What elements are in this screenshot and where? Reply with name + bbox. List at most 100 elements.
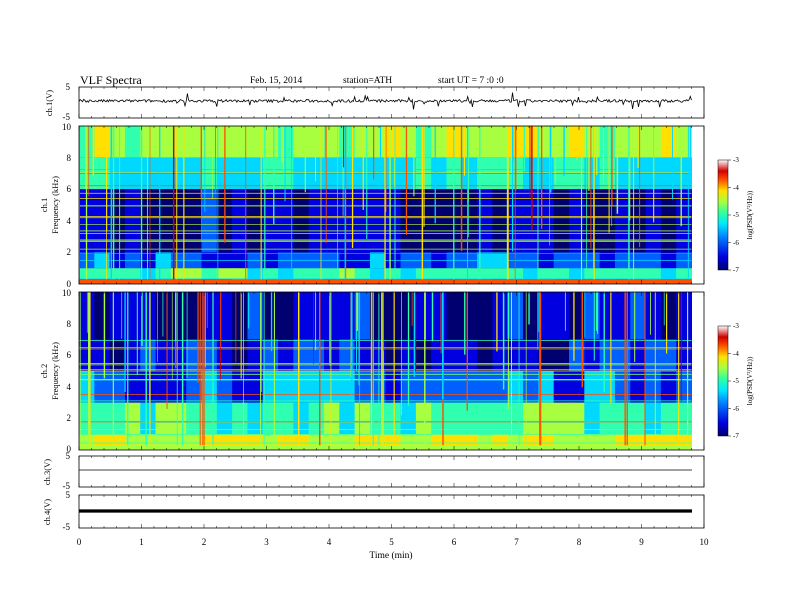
spectrogram-cell — [278, 371, 294, 403]
spectrogram-cell — [155, 402, 172, 435]
ch1-colorbar-ticks: -3 -4 -5 -6 -7 — [728, 156, 739, 274]
spectrogram-cell — [216, 402, 233, 435]
spectrogram-cell — [324, 402, 340, 435]
spectrogram-cell — [186, 339, 202, 371]
x-tick-label-0: 0 — [77, 537, 82, 547]
spectrogram-cell — [584, 189, 601, 253]
x-tick-label-5: 5 — [389, 537, 394, 547]
spectrogram-cell — [247, 189, 264, 253]
spectrogram-cell — [584, 402, 601, 435]
spectrogram-cell — [415, 371, 432, 403]
spectrogram-cell — [216, 268, 233, 280]
spectrogram-cell — [170, 126, 187, 158]
spectrogram-cell — [599, 371, 616, 403]
spectrogram-cell — [584, 268, 601, 280]
spectrogram-cell — [140, 371, 157, 403]
x-tick-label-6: 6 — [452, 537, 457, 547]
spectrogram-cell — [293, 339, 310, 371]
spectrogram-cell — [538, 126, 555, 158]
spectrogram-cell — [278, 339, 294, 371]
ch2-freq-tick-4: 4 — [67, 382, 72, 392]
ch2-freq-tick-0: 0 — [67, 444, 72, 454]
spectrogram-cell — [79, 371, 95, 403]
spectrogram-cell — [461, 292, 478, 340]
spectrogram-cell — [262, 126, 279, 158]
ch2-spec-channel-label: ch.2 — [39, 364, 49, 378]
spectrogram-cell — [431, 292, 447, 340]
ch2-cb-tick-m5: -5 — [733, 377, 739, 385]
spectrogram-cell — [400, 402, 417, 435]
spectrogram-cell — [109, 371, 126, 403]
spectrogram-cell — [308, 126, 325, 158]
spectrogram-cell — [109, 268, 126, 280]
ch2-freq-tick-10: 10 — [62, 288, 72, 298]
ch1-cb-tick-m4: -4 — [733, 184, 739, 192]
spectrogram-cell — [278, 268, 294, 280]
spectrogram-cell — [660, 268, 677, 280]
spectrogram-cell — [461, 268, 478, 280]
x-tick-label-10: 10 — [700, 537, 710, 547]
spectrogram-cell — [614, 371, 631, 403]
spectrogram-cell — [538, 402, 555, 435]
spectrogram-cell — [385, 268, 402, 280]
spectrogram-cell — [446, 402, 463, 435]
ch1-spectrogram-image — [79, 126, 692, 284]
ch4-wave-ylabel: ch.4(V) — [42, 499, 52, 525]
spectrogram-cell — [614, 339, 631, 371]
spectrogram-cell — [247, 268, 264, 280]
spectrogram-cell — [676, 126, 692, 158]
spectrogram-cell — [400, 189, 417, 253]
spectrogram-cell — [523, 292, 539, 340]
spectrogram-cell — [660, 371, 677, 403]
spectrogram-cell — [124, 402, 141, 435]
spectrogram-cell — [630, 189, 647, 253]
ch3-wave-tick-bottom: -5 — [63, 481, 71, 491]
spectrogram-cell — [415, 292, 432, 340]
spectrogram-cell — [94, 126, 111, 158]
date-label: Feb. 15, 2014 — [250, 76, 303, 86]
spectrogram-cell — [477, 339, 493, 371]
spectrogram-cell — [186, 126, 202, 158]
spectrogram-cell — [262, 268, 279, 280]
spectrogram-cell — [232, 292, 248, 340]
spectrogram-cell — [232, 189, 248, 253]
figure-title: VLF Spectra — [80, 73, 142, 87]
spectrogram-cell — [492, 371, 509, 403]
spectrogram-cell — [140, 292, 157, 340]
time-axis-tick-labels: 0 1 2 3 4 5 6 7 8 9 10 — [77, 537, 709, 547]
spectrogram-cell — [614, 292, 631, 340]
spectrogram-cell — [140, 402, 157, 435]
spectrogram-cell — [262, 339, 279, 371]
spectrogram-cell — [232, 339, 248, 371]
ch4-wave-tick-bottom: -5 — [63, 522, 71, 532]
spectrogram-cell — [400, 268, 417, 280]
ch2-spec-ylabel: Frequency (kHz) — [50, 342, 60, 400]
spectrogram-cell — [477, 189, 493, 253]
spectrogram-cell — [614, 189, 631, 253]
spectrogram-cell — [599, 292, 616, 340]
spectrogram-cell — [477, 402, 493, 435]
spectrogram-cell — [385, 339, 402, 371]
spectrogram-cell — [492, 126, 509, 158]
station-label: station=ATH — [343, 76, 392, 86]
spectrogram-cell — [216, 339, 233, 371]
spectrogram-cell — [553, 189, 570, 253]
ch2-freq-tick-2: 2 — [67, 413, 72, 423]
spectrogram-cell — [538, 189, 555, 253]
spectrogram-cell — [569, 292, 585, 340]
spectrogram-cell — [140, 189, 157, 253]
spectrogram-cell — [109, 292, 126, 340]
ch1-freq-tick-2: 2 — [67, 247, 72, 257]
ch2-cb-tick-m7: -7 — [733, 432, 739, 440]
spectrogram-cell — [523, 339, 539, 371]
ch1-cb-tick-m7: -7 — [733, 266, 739, 274]
spectrogram-cell — [660, 126, 677, 158]
spectrogram-cell — [538, 292, 555, 340]
spectrogram-cell — [262, 292, 279, 340]
ch1-waveform-trace — [78, 92, 692, 110]
ch1-cb-tick-m5: -5 — [733, 211, 739, 219]
spectrogram-cell — [201, 268, 218, 280]
ch1-wave-ylabel: ch.1(V) — [44, 90, 54, 116]
ch1-spectrogram-panel: 10 8 6 4 2 0 ch.1 Frequency (kHz) -3 -4 … — [39, 122, 754, 289]
spectrogram-cell — [415, 339, 432, 371]
